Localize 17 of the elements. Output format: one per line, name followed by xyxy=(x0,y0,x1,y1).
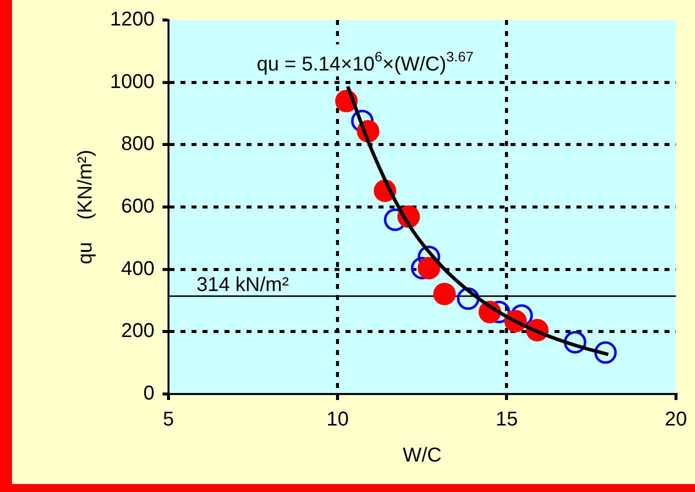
y-axis-title: qu (KN/m²) xyxy=(74,150,97,264)
y-tick-label: 600 xyxy=(121,196,154,218)
point xyxy=(433,282,456,306)
y-tick-label: 0 xyxy=(143,382,154,405)
y-tick-label: 800 xyxy=(121,133,154,156)
point xyxy=(594,341,617,364)
point xyxy=(418,256,440,280)
x-tick-label: 15 xyxy=(496,408,518,431)
y-tick-label: 400 xyxy=(121,258,154,280)
ref-line-label: 314 kN/m² xyxy=(196,274,290,296)
x-tick-label: 5 xyxy=(162,408,174,431)
x-tick-label: 20 xyxy=(664,408,687,431)
x-tick-label: 10 xyxy=(326,408,349,431)
y-tick-label: 1000 xyxy=(110,70,154,93)
y-tick-label: 1200 xyxy=(110,8,154,31)
y-tick-label: 200 xyxy=(121,320,154,342)
x-axis-title: W/C xyxy=(402,444,442,467)
